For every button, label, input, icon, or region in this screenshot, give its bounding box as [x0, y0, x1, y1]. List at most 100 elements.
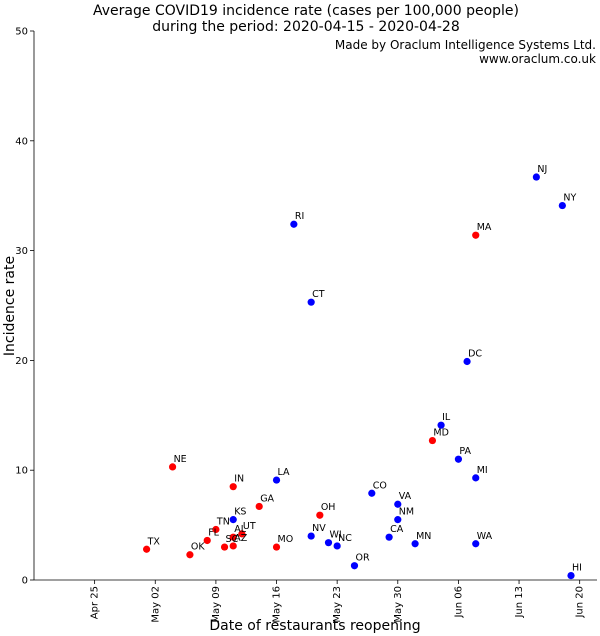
y-tick-label: 40: [15, 136, 28, 147]
point-label-co: CO: [373, 480, 387, 491]
point-la: [272, 476, 281, 484]
y-tick-label: 0: [22, 576, 28, 587]
y-tick-label: 20: [15, 356, 28, 367]
point-ct: [307, 298, 315, 306]
chart-title-line-2: during the period: 2020-04-15 - 2020-04-…: [152, 19, 459, 35]
point-label-pa: PA: [459, 446, 471, 457]
x-tick-label: May 30: [393, 586, 404, 623]
chart-credit: Made by Oraclum Intelligence Systems Ltd…: [335, 38, 596, 66]
x-axis-label: Date of restaurants reopening: [209, 618, 420, 634]
point-label-tn: TN: [216, 516, 230, 527]
point-label-ma: MA: [477, 222, 492, 233]
point-ks: [229, 516, 237, 524]
data-points: [143, 173, 575, 580]
point-label-ut: UT: [243, 521, 256, 532]
x-tick-label: May 23: [332, 586, 343, 623]
point-label-nj: NJ: [537, 164, 547, 175]
point-nj: [532, 173, 540, 181]
point-ca: [385, 533, 393, 541]
point-label-mo: MO: [278, 534, 294, 545]
point-label-md: MD: [433, 428, 449, 439]
point-co: [368, 489, 376, 497]
x-tick-label: Jun 20: [575, 586, 586, 619]
point-label-oh: OH: [321, 502, 336, 513]
point-az: [229, 542, 237, 550]
point-mn: [411, 540, 419, 548]
point-label-mi: MI: [477, 465, 488, 476]
point-tn: [212, 525, 220, 534]
point-label-dc: DC: [468, 348, 482, 359]
point-ga: [255, 502, 263, 511]
point-va: [394, 500, 402, 508]
point-label-ks: KS: [234, 507, 246, 518]
point-md: [428, 436, 437, 445]
point-ut: [238, 530, 246, 538]
point-label-ct: CT: [312, 289, 325, 300]
point-pa: [454, 455, 463, 463]
point-label-az: AZ: [234, 533, 247, 544]
point-label-ga: GA: [260, 493, 274, 504]
point-label-va: VA: [399, 491, 412, 502]
point-label-in: IN: [234, 474, 244, 485]
y-axis-label: Incidence rate: [2, 256, 18, 356]
point-label-al: AL: [234, 524, 246, 535]
point-label-ny: NY: [563, 193, 576, 204]
point-mi: [472, 474, 480, 482]
point-nv: [307, 532, 315, 540]
point-fl: [203, 536, 211, 545]
point-label-wi: WI: [329, 530, 341, 541]
x-ticks: Apr 25 May 02 May 09 May 16 May 23 May 30 Jun …: [90, 580, 586, 623]
x-tick-label: May 02: [150, 586, 161, 623]
point-il: [437, 421, 445, 429]
point-wi: [324, 539, 333, 547]
point-oh: [316, 511, 324, 519]
axes: [33, 31, 597, 581]
point-label-ne: NE: [174, 454, 187, 465]
point-label-ok: OK: [191, 542, 205, 553]
x-tick-label: May 16: [272, 586, 283, 623]
point-label-sc: SC: [226, 534, 239, 545]
point-ma: [472, 231, 480, 239]
point-ne: [168, 463, 177, 471]
chart-title-line-1: Average COVID19 incidence rate (cases pe…: [93, 3, 519, 19]
point-label-nv: NV: [312, 523, 326, 534]
point-label-ca: CA: [390, 524, 404, 535]
credit-line-1: Made by Oraclum Intelligence Systems Ltd…: [335, 38, 596, 52]
point-wa: [472, 540, 480, 548]
point-sc: [220, 543, 229, 551]
point-label-mn: MN: [416, 531, 431, 542]
x-tick-label: Apr 25: [90, 586, 101, 619]
point-ri: [290, 220, 298, 228]
x-tick-label: May 09: [211, 586, 222, 623]
point-nc: [333, 542, 341, 550]
y-tick-label: 10: [15, 466, 28, 477]
point-label-or: OR: [355, 553, 369, 564]
point-ok: [186, 551, 194, 559]
y-tick-label: 50: [15, 27, 28, 38]
point-nm: [394, 516, 402, 524]
point-label-wa: WA: [477, 531, 493, 542]
point-mo: [272, 543, 281, 551]
point-label-fl: FL: [208, 527, 219, 538]
point-al: [229, 533, 237, 541]
point-label-il: IL: [442, 412, 451, 423]
chart-title: Average COVID19 incidence rate (cases pe…: [93, 3, 519, 35]
y-ticks: 0 10 20 30 40 50: [15, 27, 34, 587]
x-tick-label: Jun 13: [514, 586, 525, 619]
point-label-tx: TX: [147, 536, 161, 547]
point-label-nm: NM: [399, 507, 414, 518]
point-label-ri: RI: [295, 211, 304, 222]
point-ny: [558, 201, 566, 210]
point-label-nc: NC: [338, 533, 352, 544]
y-tick-label: 30: [15, 246, 28, 257]
point-label-hi: HI: [572, 563, 582, 574]
point-tx: [143, 545, 151, 553]
point-or: [350, 562, 359, 570]
point-hi: [567, 572, 575, 580]
point-dc: [463, 357, 471, 366]
point-in: [229, 483, 237, 491]
x-tick-label: Jun 06: [453, 586, 464, 619]
point-label-la: LA: [278, 467, 291, 478]
